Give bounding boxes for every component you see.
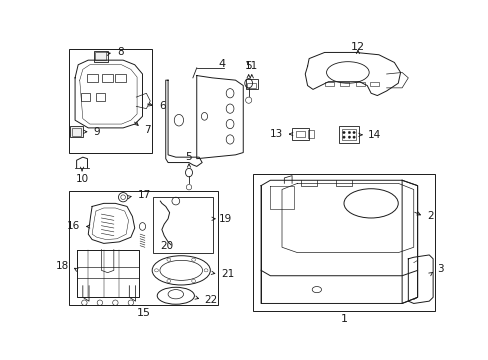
Text: 18: 18 xyxy=(56,261,69,271)
Text: 19: 19 xyxy=(218,214,231,224)
Bar xyxy=(355,82,364,86)
Ellipse shape xyxy=(347,131,350,134)
Bar xyxy=(341,130,355,140)
Bar xyxy=(72,128,81,136)
Text: 6: 6 xyxy=(159,101,165,111)
Text: 5: 5 xyxy=(245,61,251,71)
Bar xyxy=(245,78,258,89)
Bar xyxy=(291,128,308,140)
Ellipse shape xyxy=(352,136,354,138)
Bar xyxy=(369,82,378,86)
Text: 14: 14 xyxy=(367,130,381,140)
Bar xyxy=(86,74,97,82)
Text: 16: 16 xyxy=(67,221,81,231)
Text: 10: 10 xyxy=(75,175,88,184)
Bar xyxy=(94,51,107,62)
Bar xyxy=(324,82,333,86)
Text: 20: 20 xyxy=(160,241,173,251)
Text: 7: 7 xyxy=(144,125,150,135)
Bar xyxy=(246,83,256,88)
Text: 21: 21 xyxy=(220,269,234,279)
Text: 3: 3 xyxy=(436,264,443,274)
Text: 4: 4 xyxy=(218,59,225,69)
Bar xyxy=(69,191,218,305)
Bar xyxy=(70,126,82,137)
Text: 11: 11 xyxy=(244,61,258,71)
Bar xyxy=(307,130,313,138)
Bar xyxy=(295,131,305,137)
Bar xyxy=(338,126,358,143)
Text: 15: 15 xyxy=(136,308,150,318)
Bar xyxy=(81,93,90,101)
Bar xyxy=(95,53,106,60)
Bar xyxy=(152,197,213,253)
Text: 17: 17 xyxy=(138,190,151,200)
Ellipse shape xyxy=(342,131,345,134)
Ellipse shape xyxy=(347,136,350,138)
Bar xyxy=(340,82,349,86)
Text: 2: 2 xyxy=(427,211,433,221)
Bar xyxy=(102,74,113,82)
Ellipse shape xyxy=(342,136,345,138)
Text: 1: 1 xyxy=(340,314,347,324)
Text: 13: 13 xyxy=(270,129,283,139)
Bar xyxy=(96,93,105,101)
Text: 9: 9 xyxy=(94,127,100,137)
Bar xyxy=(69,49,151,153)
Text: 22: 22 xyxy=(204,295,217,305)
Bar xyxy=(253,174,434,311)
Text: 8: 8 xyxy=(117,47,123,57)
Text: 5: 5 xyxy=(185,152,192,162)
Bar xyxy=(115,74,126,82)
Text: 12: 12 xyxy=(350,42,364,52)
Ellipse shape xyxy=(352,131,354,134)
